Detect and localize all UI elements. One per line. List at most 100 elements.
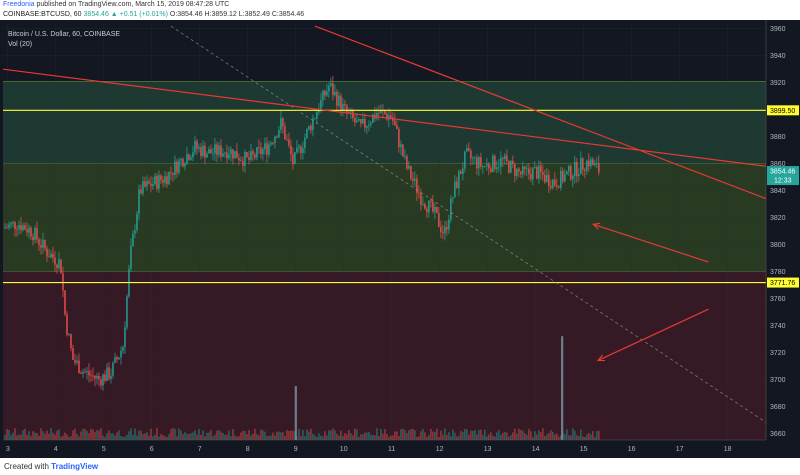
- volume-bar: [98, 430, 100, 440]
- volume-bar: [208, 432, 210, 440]
- candle-body: [380, 109, 382, 114]
- volume-bar: [352, 435, 354, 440]
- candle-body: [414, 178, 416, 181]
- volume-bar: [228, 430, 230, 440]
- candle-body: [224, 152, 226, 154]
- candle-body: [314, 118, 316, 120]
- volume-bar: [102, 435, 104, 440]
- volume-bar: [482, 434, 484, 440]
- volume-bar: [388, 436, 390, 440]
- volume-bar: [186, 433, 188, 440]
- candle-body: [352, 110, 354, 119]
- volume-bar: [272, 432, 274, 440]
- candle-body: [30, 227, 32, 237]
- volume-bar: [590, 434, 592, 440]
- volume-bar: [344, 433, 346, 440]
- x-tick-label: 6: [150, 446, 154, 453]
- tradingview-logo[interactable]: TradingView: [51, 462, 99, 471]
- candle-body: [526, 168, 528, 170]
- candle-body: [480, 157, 482, 167]
- volume-bar: [420, 431, 422, 440]
- volume-bar: [484, 429, 486, 440]
- volume-bar: [534, 431, 536, 440]
- volume-bar: [234, 435, 236, 440]
- candle-body: [574, 161, 576, 177]
- candle-body: [408, 165, 410, 169]
- volume-bar: [516, 433, 518, 440]
- volume-bar: [180, 430, 182, 440]
- volume-bar: [52, 432, 54, 440]
- candle-body: [308, 125, 310, 130]
- volume-bar: [558, 436, 560, 440]
- candle-body: [206, 153, 208, 158]
- candle-body: [244, 152, 246, 166]
- volume-bar: [160, 434, 162, 440]
- volume-bar: [456, 436, 458, 440]
- candle-body: [62, 273, 64, 291]
- candle-body: [254, 154, 256, 158]
- candle-body: [362, 118, 364, 124]
- candle-body: [340, 95, 342, 111]
- candle-body: [412, 178, 414, 181]
- level-tag: [767, 105, 799, 116]
- volume-bar: [530, 431, 532, 440]
- candle-body: [20, 225, 22, 231]
- candle-body: [174, 161, 176, 175]
- volume-bar: [314, 435, 316, 440]
- candle-body: [272, 142, 274, 144]
- candle-body: [106, 367, 108, 381]
- volume-bar: [354, 428, 356, 440]
- volume-bar: [398, 435, 400, 440]
- volume-bar: [290, 430, 292, 440]
- candle-body: [146, 181, 148, 187]
- candle-body: [474, 157, 476, 159]
- candle-body: [556, 185, 558, 187]
- candle-body: [180, 158, 182, 161]
- x-tick-label: 18: [724, 446, 732, 453]
- volume-bar: [18, 434, 20, 440]
- y-tick-label: 3820: [770, 215, 786, 222]
- volume-bar: [202, 430, 204, 440]
- volume-bar: [462, 431, 464, 440]
- volume-bar: [256, 434, 258, 440]
- volume-bar: [66, 434, 68, 440]
- volume-bar: [62, 435, 64, 440]
- volume-bar: [108, 430, 110, 440]
- volume-bar: [572, 428, 574, 440]
- candle-body: [420, 193, 422, 205]
- candle-body: [342, 103, 344, 111]
- volume-bar: [448, 432, 450, 440]
- candle-body: [468, 148, 470, 151]
- candle-body: [162, 180, 164, 183]
- volume-bar: [542, 428, 544, 440]
- candle-body: [144, 181, 146, 187]
- current-price-label: 3854.46: [770, 169, 795, 176]
- volume-bar: [410, 429, 412, 440]
- candle-body: [60, 259, 62, 274]
- candle-body: [394, 120, 396, 126]
- volume-bar: [76, 433, 78, 440]
- candle-body: [564, 174, 566, 182]
- volume-bar: [596, 430, 598, 440]
- author-link[interactable]: Freedonia: [3, 1, 35, 8]
- candle-body: [406, 156, 408, 169]
- candle-body: [554, 179, 556, 186]
- candle-body: [422, 204, 424, 205]
- volume-bar: [330, 430, 332, 440]
- volume-bar: [478, 430, 480, 440]
- candle-body: [346, 105, 348, 113]
- volume-bar: [192, 432, 194, 440]
- candle-body: [136, 213, 138, 231]
- volume-bar: [476, 434, 478, 440]
- candle-body: [282, 118, 284, 127]
- candle-body: [86, 371, 88, 373]
- price-chart[interactable]: 3660 3680 3700 3720 3740 3760 3780 3800 3820 3840…: [0, 20, 800, 458]
- ohlc-row: COINBASE:BTCUSD, 60 3854.46 ▲ +0.51 (+0.…: [0, 10, 800, 20]
- y-tick-label: 3920: [770, 80, 786, 87]
- volume-bar: [276, 431, 278, 440]
- candle-body: [578, 174, 580, 177]
- candle-body: [280, 118, 282, 130]
- volume-bar: [12, 432, 14, 440]
- volume-bar: [150, 428, 152, 440]
- price-axis: [766, 20, 800, 458]
